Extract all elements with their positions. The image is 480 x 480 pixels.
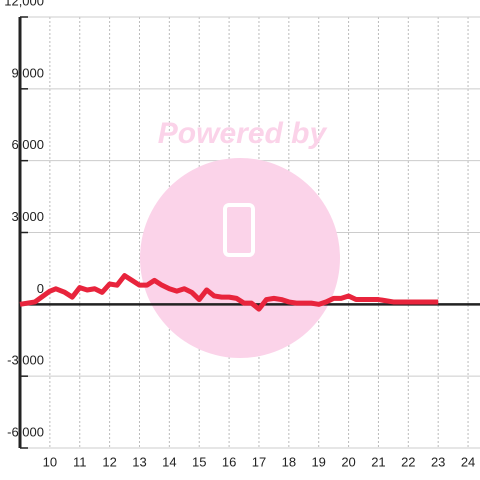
y-tick-label: 0	[37, 281, 44, 296]
watermark-text: Powered by	[158, 117, 328, 150]
y-tick-label: 3,000	[11, 209, 44, 224]
x-tick-label: 13	[132, 454, 146, 469]
x-tick-label: 19	[311, 454, 325, 469]
x-tick-label: 10	[43, 454, 57, 469]
x-tick-label: 11	[73, 454, 87, 469]
x-tick-label: 21	[371, 454, 385, 469]
data-line	[19, 273, 439, 312]
y-tick-label: 12,000	[4, 0, 44, 8]
x-tick-label: 17	[252, 454, 266, 469]
y-tick-label: -3,000	[7, 353, 44, 368]
watermark-logo	[140, 158, 340, 358]
x-tick-label: 18	[282, 454, 296, 469]
y-tick-label: 9,000	[11, 65, 44, 80]
y-tick-label: -6,000	[7, 424, 44, 439]
x-tick-label: 20	[341, 454, 355, 469]
x-tick-label: 23	[431, 454, 445, 469]
x-tick-label: 22	[401, 454, 415, 469]
watermark-icon	[223, 203, 255, 257]
x-tick-label: 12	[102, 454, 116, 469]
x-tick-label: 16	[222, 454, 236, 469]
y-tick-label: 6,000	[11, 137, 44, 152]
plot: 10 11 12 13 14 15 16 17 18 19 20 21 22 23 24 -6,000 -3,0…	[4, 0, 480, 469]
x-tick-label: 14	[162, 454, 176, 469]
x-tick-label: 15	[192, 454, 206, 469]
x-tick-label: 24	[461, 454, 475, 469]
